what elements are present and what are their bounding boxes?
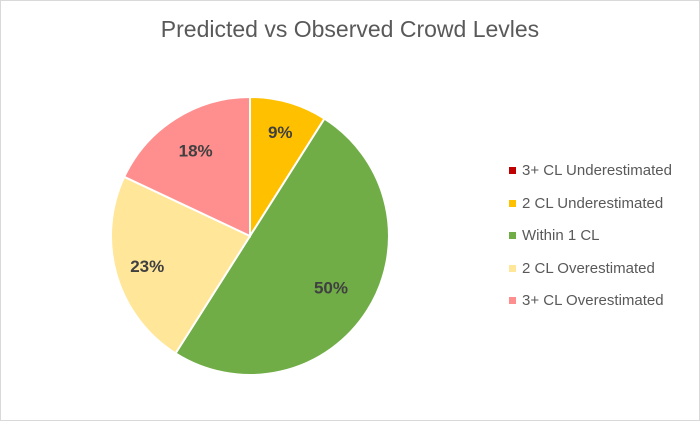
legend-label-2-cl-overestimated: 2 CL Overestimated — [522, 259, 655, 277]
chart-title: Predicted vs Observed Crowd Levles — [160, 16, 540, 42]
legend-label-within-1-cl: Within 1 CL — [522, 227, 600, 244]
legend-swatch-2-cl-overestimated — [509, 264, 516, 272]
legend-label-3-cl-underestimated: 3+ CL Underestimated — [522, 162, 672, 179]
pie-slice-2-cl-underestimated — [249, 95, 326, 240]
legend-swatch-3-cl-underestimated — [509, 167, 516, 174]
data-label-within-1-cl: 50% — [314, 278, 348, 297]
pie-slice-3-cl-overestimated — [122, 95, 251, 238]
data-label-2-cl-overestimated: 23% — [130, 257, 164, 276]
pie-slice-2-cl-overestimated — [110, 175, 252, 355]
legend: 3+ CL Underestimated 2 CL Underestimated W… — [509, 160, 672, 323]
legend-label-3-cl-overestimated: 3+ CL Overestimated — [522, 292, 664, 309]
legend-item-2-cl-underestimated: 2 CL Underestimated — [509, 193, 672, 214]
legend-item-within-1-cl: Within 1 CL — [509, 225, 672, 246]
legend-swatch-2-cl-underestimated — [509, 199, 516, 207]
legend-label-2-cl-underestimated: 2 CL Underestimated — [522, 194, 664, 212]
legend-item-2-cl-overestimated: 2 CL Overestimated — [509, 258, 672, 279]
data-label-3-cl-overestimated: 18% — [179, 141, 213, 160]
legend-item-3-cl-overestimated: 3+ CL Overestimated — [509, 290, 672, 311]
pie-slice-within-1-cl — [174, 117, 390, 376]
data-label-2-cl-underestimated: 9% — [268, 123, 293, 142]
legend-swatch-3-cl-overestimated — [509, 297, 516, 304]
legend-swatch-within-1-cl — [509, 232, 516, 239]
legend-item-3-cl-underestimated: 3+ CL Underestimated — [509, 160, 672, 181]
